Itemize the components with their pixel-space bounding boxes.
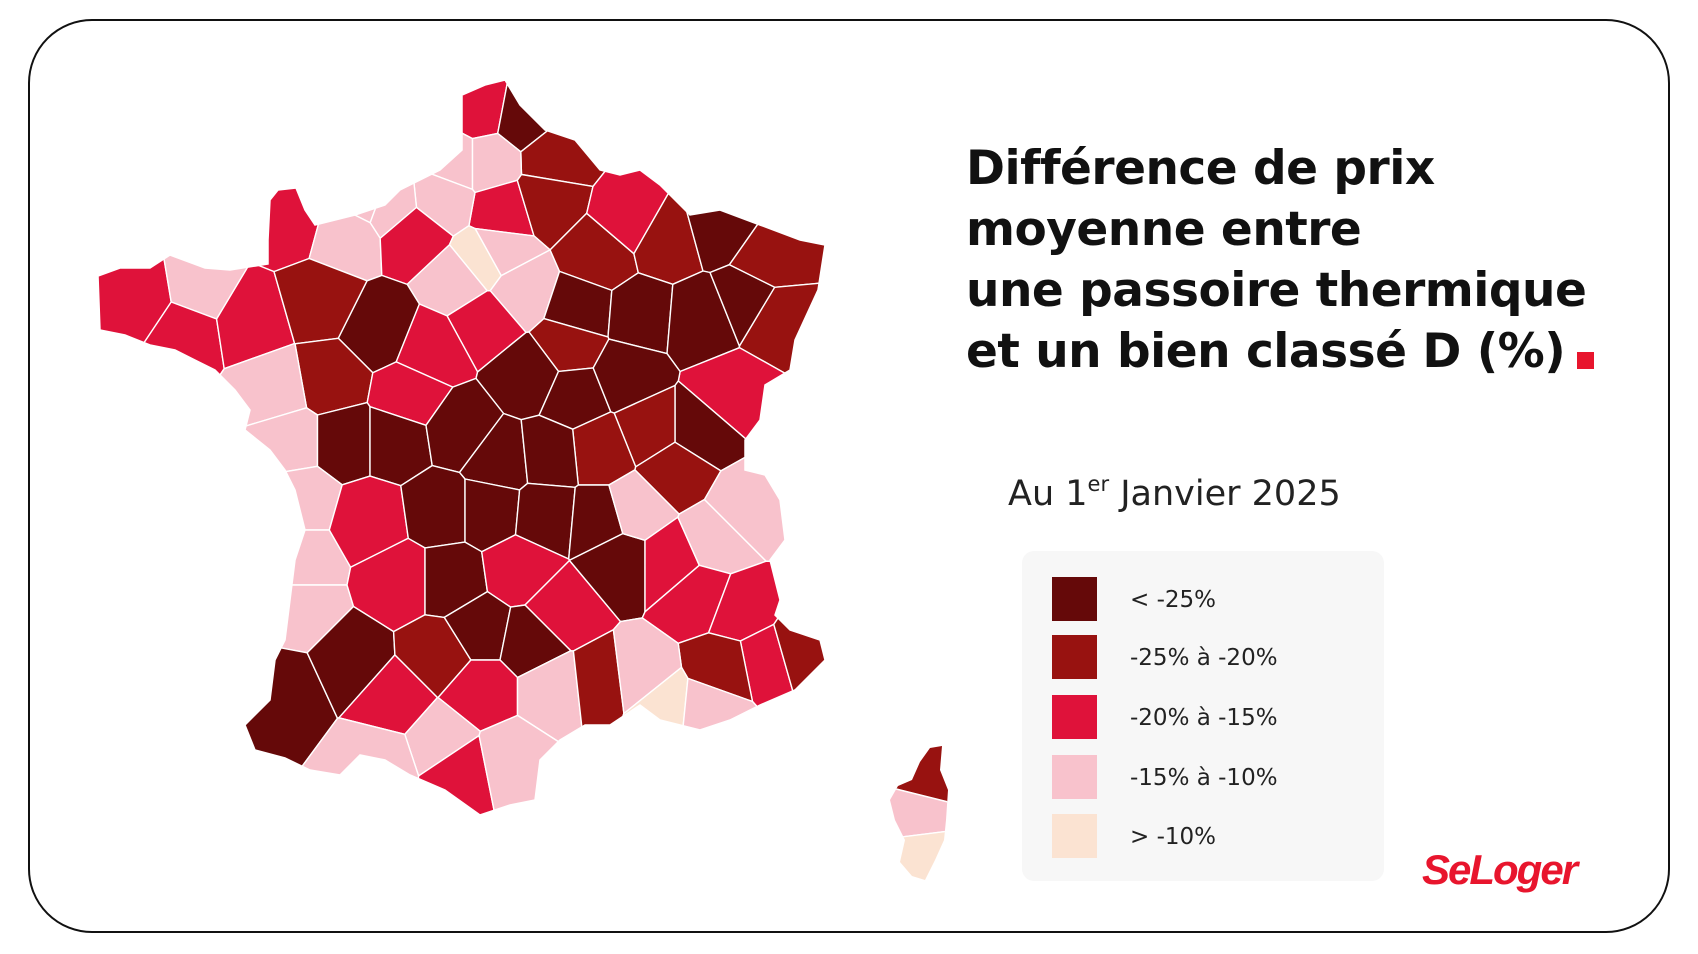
title-accent-square [1577,352,1595,369]
title-line-4: et un bien classé D (%) [966,324,1566,379]
legend-label-15-10: -15% à -10% [1130,765,1278,791]
department-region-55 [98,584,355,654]
department-region-54 [98,529,352,586]
title-line-3: une passoire thermique [966,263,1587,318]
legend: < -25% -25% à -20% -20% à -15% -15% à -1… [1022,551,1384,881]
subtitle-prefix: Au 1 [1008,474,1088,514]
title-line-1: Différence de prix [966,141,1435,196]
legend-label-25-20: -25% à -20% [1130,645,1278,671]
france-border [97,79,826,816]
date-subtitle: Au 1er Janvier 2025 [1008,472,1341,515]
map-title: Différence de prix moyenne entre une pas… [966,138,1606,382]
legend-swatch-gt10 [1052,814,1097,858]
department-region-2 [520,80,690,188]
legend-label-lt25: < -25% [1130,587,1217,613]
legend-swatch-lt25 [1052,577,1097,621]
department-region-3 [374,87,474,191]
department-region-9 [107,80,326,273]
legend-item-25-20: -25% à -20% [1052,635,1372,679]
title-line-2: moyenne entre [966,202,1362,257]
department-region-0 [354,80,513,140]
legend-item-gt10: > -10% [1052,814,1372,858]
department-region-31 [709,264,776,347]
legend-swatch-15-10 [1052,755,1097,799]
legend-swatch-20-15 [1052,695,1097,739]
legend-label-20-15: -20% à -15% [1130,705,1278,731]
legend-item-20-15: -20% à -15% [1052,695,1372,739]
department-region-53 [98,465,343,531]
department-region-47 [116,407,319,501]
department-region-89 [612,617,683,715]
subtitle-superscript: er [1087,472,1110,496]
corsica-region-1 [890,784,948,841]
department-region-26 [728,80,825,288]
legend-swatch-25-20 [1052,635,1097,679]
legend-item-15-10: -15% à -10% [1052,755,1372,799]
legend-label-gt10: > -10% [1130,824,1217,850]
seloger-logo: SeLoger [1422,846,1578,893]
legend-item-lt25: < -25% [1052,577,1372,621]
subtitle-suffix: Janvier 2025 [1109,474,1341,514]
corsica-region-2 [890,828,948,880]
